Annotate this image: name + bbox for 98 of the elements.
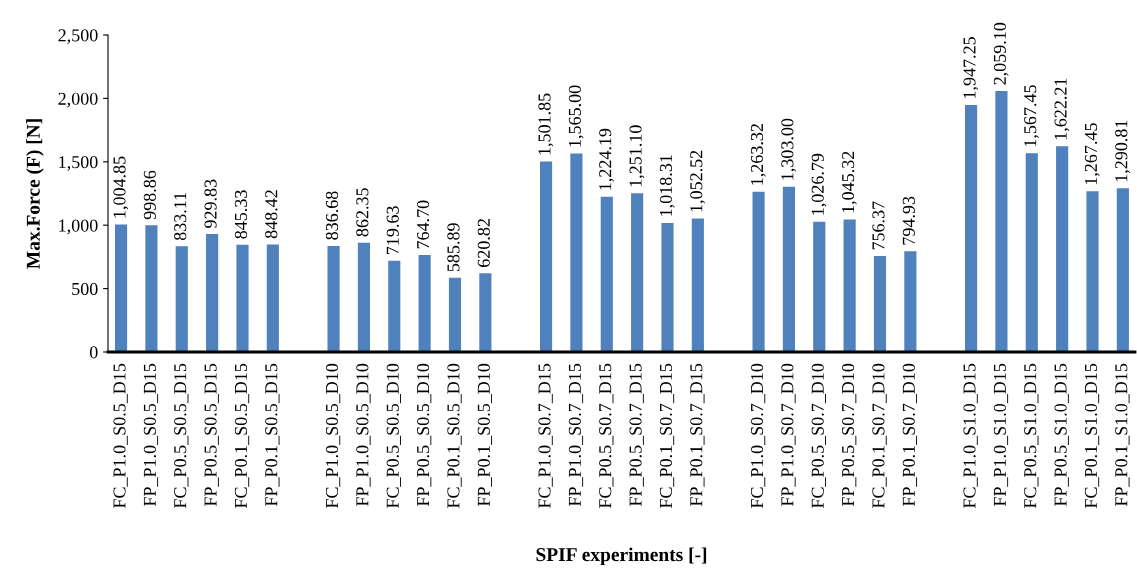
bar (995, 90, 1008, 352)
x-tick-label: FP_P1.0_S0.5_D15 (143, 363, 159, 507)
bar (1025, 153, 1038, 352)
y-tick-label: 2,000 (58, 92, 98, 108)
data-label: 998.86 (143, 170, 157, 220)
bar (388, 260, 401, 352)
bar (904, 251, 917, 352)
bar (1056, 146, 1069, 352)
data-label: 719.63 (386, 206, 399, 254)
x-tick-label: FC_P0.5_S0.5_D15 (174, 363, 189, 509)
x-tick-label: FC_P0.1_S0.5_D10 (447, 363, 462, 509)
data-label: 1,567.45 (1024, 85, 1039, 147)
bar (843, 219, 856, 352)
data-label: 845.33 (234, 190, 248, 239)
y-tick-label: 1,000 (59, 219, 98, 235)
x-tick-label: FC_P0.1_S0.7_D15 (659, 363, 675, 509)
x-tick-label: FC_P0.1_S0.5_D15 (234, 363, 250, 509)
data-label: 1,004.85 (113, 156, 129, 218)
x-tick-label: FP_P1.0_S0.7_D10 (781, 363, 796, 507)
bar (1116, 188, 1129, 352)
x-tick-label: FC_P1.0_S0.7_D10 (750, 363, 766, 509)
data-label: 585.89 (447, 223, 460, 272)
x-tick-label: FC_P0.1_S1.0_D15 (1084, 363, 1100, 509)
x-tick-label: FC_P0.1_S0.7_D10 (872, 363, 887, 509)
bar (236, 244, 249, 352)
x-tick-label: FP_P0.1_S0.7_D15 (690, 363, 705, 507)
x-tick-label: FP_P0.1_S0.7_D10 (902, 363, 918, 507)
data-label: 1,290.81 (1115, 120, 1130, 182)
x-tick-label: FP_P0.1_S0.5_D10 (477, 363, 493, 507)
x-tick-label: FP_P0.5_S0.5_D15 (204, 363, 219, 507)
data-label: 1,501.85 (538, 93, 554, 155)
x-tick-label: FP_P1.0_S1.0_D15 (993, 363, 1009, 507)
x-axis-title: SPIF experiments [-] (536, 547, 707, 566)
data-label: 1,947.25 (963, 37, 979, 98)
y-tick-label: 500 (72, 282, 98, 296)
x-tick-label: FP_P0.5_S0.7_D10 (841, 363, 857, 507)
data-label: 1,622.21 (1054, 78, 1070, 140)
bar (570, 153, 583, 352)
data-label: 794.93 (902, 196, 915, 245)
y-tick-label: 0 (89, 346, 98, 359)
data-label: 862.35 (356, 188, 369, 237)
data-label: 1,263.32 (750, 124, 766, 185)
x-tick-label: FP_P1.0_S0.5_D10 (356, 363, 371, 507)
bar (600, 196, 613, 352)
x-tick-label: FP_P0.5_S0.5_D10 (416, 363, 432, 507)
x-tick-label: FP_P0.1_S0.5_D15 (265, 363, 280, 507)
x-tick-label: FC_P1.0_S0.5_D15 (113, 363, 128, 509)
x-tick-label: FP_P0.5_S1.0_D15 (1054, 363, 1069, 507)
data-label: 756.37 (872, 201, 885, 250)
bar (631, 193, 644, 352)
bar (782, 186, 795, 352)
data-label: 848.42 (265, 190, 278, 239)
data-label: 1,052.52 (690, 150, 705, 212)
x-tick-label: FP_P0.5_S0.7_D15 (629, 363, 644, 507)
x-tick-label: FC_P1.0_S0.7_D15 (538, 363, 553, 509)
bar (873, 256, 887, 352)
bar (266, 244, 279, 352)
x-tick-label: FC_P0.5_S0.5_D10 (386, 363, 401, 509)
data-label: 1,251.10 (629, 125, 645, 187)
data-label: 836.68 (325, 191, 339, 240)
bar (175, 246, 188, 352)
bar (752, 191, 765, 352)
bar (691, 218, 704, 352)
bar (813, 221, 826, 352)
x-tick-label: FC_P1.0_S0.5_D10 (325, 363, 341, 509)
bar (448, 277, 462, 352)
data-label: 1,267.45 (1084, 123, 1100, 185)
data-label: 833.11 (174, 192, 187, 241)
y-tick-label: 1,500 (59, 156, 98, 171)
data-label: 2,059.10 (993, 22, 1009, 85)
bar (1086, 191, 1099, 352)
data-label: 1,565.00 (568, 85, 584, 147)
x-tick-label: FP_P1.0_S0.7_D15 (568, 363, 584, 507)
data-label: 1,303.00 (781, 118, 797, 180)
x-tick-label: FC_P0.5_S0.7_D15 (599, 363, 614, 509)
bar (661, 222, 674, 352)
data-label: 764.70 (416, 200, 430, 249)
bar (145, 225, 158, 352)
bar (418, 255, 431, 352)
bar (206, 234, 219, 352)
y-axis-title: Max.Force (F) [N] (26, 119, 44, 269)
data-label: 1,026.79 (811, 153, 827, 215)
x-tick-label: FC_P0.5_S1.0_D15 (1024, 363, 1039, 509)
bar (114, 224, 128, 352)
x-tick-label: FP_P0.1_S1.0_D15 (1115, 363, 1130, 507)
y-tick-label: 2,500 (58, 29, 98, 45)
data-label: 620.82 (477, 219, 490, 267)
data-label: 1,224.19 (599, 128, 614, 190)
bar (357, 242, 370, 352)
bar (327, 245, 340, 352)
bar (479, 273, 492, 352)
data-label: 1,045.32 (841, 151, 857, 213)
bar (965, 105, 978, 352)
bar (539, 161, 553, 352)
data-label: 1,018.31 (659, 155, 675, 216)
x-tick-label: FC_P0.5_S0.7_D10 (811, 363, 826, 509)
data-label: 929.83 (204, 179, 217, 228)
x-tick-label: FC_P1.0_S1.0_D15 (963, 363, 978, 509)
